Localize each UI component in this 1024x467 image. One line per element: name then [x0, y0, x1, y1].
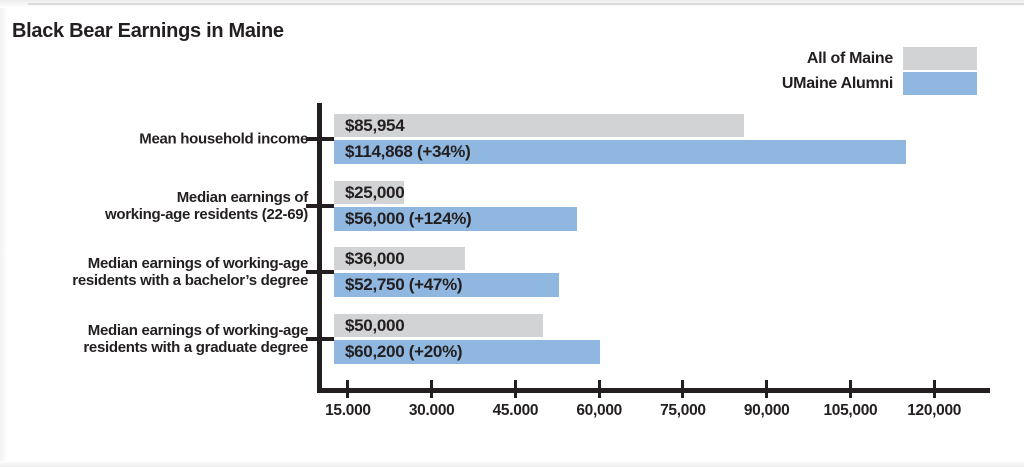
legend-item-umaine-alumni: UMaine Alumni [782, 72, 977, 95]
bar-value-label: $25,000 [345, 183, 405, 202]
bar-umaine-alumni: $60,200 (+20%) [334, 340, 601, 364]
x-axis-tick [765, 380, 769, 398]
legend-swatch-all-of-maine [903, 47, 977, 70]
x-axis-tick-label: 75,000 [660, 402, 706, 419]
y-axis-category-tick [306, 204, 334, 208]
bar-umaine-alumni: $52,750 (+47%) [334, 273, 559, 297]
category-label: Mean household income [139, 130, 308, 148]
legend-label-all-of-maine: All of Maine [806, 49, 893, 67]
x-axis-tick-label: 105,000 [823, 402, 878, 419]
category-label: Median earnings of working-age residents … [83, 322, 308, 356]
x-axis-tick-label: 15.000 [325, 402, 371, 419]
y-axis-category-tick [306, 270, 334, 274]
page-bottom-edge-artifact [0, 461, 1024, 467]
chart-title: Black Bear Earnings in Maine [12, 20, 284, 42]
category-label: Median earnings of working-age residents … [104, 189, 308, 223]
page-top-hairline-artifact [28, 3, 1024, 5]
x-axis-tick-label: 90,000 [743, 402, 790, 419]
bar-value-label: $56,000 (+124%) [345, 209, 472, 228]
bar-value-label: $50,000 [345, 316, 405, 335]
bar-all-of-maine: $50,000 [334, 314, 544, 337]
x-axis-tick [848, 380, 852, 398]
bar-value-label: $114,868 (+34%) [345, 142, 471, 161]
x-axis-tick-label: 30.000 [408, 402, 455, 419]
legend-item-all-of-maine: All of Maine [782, 47, 977, 70]
x-axis-tick-label: 60,000 [576, 402, 622, 419]
y-axis-category-tick [306, 137, 334, 141]
legend: All of Maine UMaine Alumni [782, 47, 977, 97]
x-axis-tick [597, 380, 601, 398]
bar-all-of-maine: $85,954 [334, 114, 745, 137]
x-axis-line [317, 388, 990, 393]
x-axis-tick [513, 380, 517, 398]
y-axis-category-tick [306, 337, 334, 341]
category-label: Median earnings of working-age residents … [72, 255, 308, 289]
bar-umaine-alumni: $56,000 (+124%) [334, 207, 577, 231]
bar-all-of-maine: $36,000 [334, 247, 466, 270]
x-axis-tick-label: 120,000 [907, 402, 962, 419]
y-axis-line [317, 103, 322, 393]
page-left-edge-artifact [0, 8, 7, 467]
x-axis-tick [346, 380, 350, 398]
x-axis-tick-label: 45.000 [492, 402, 539, 419]
bar-all-of-maine: $25,000 [334, 181, 405, 204]
legend-swatch-umaine-alumni [903, 72, 977, 95]
bar-value-label: $85,954 [345, 116, 405, 135]
x-axis-tick [932, 380, 936, 398]
x-axis-tick [681, 380, 685, 398]
bar-umaine-alumni: $114,868 (+34%) [334, 140, 906, 164]
x-axis-tick [430, 380, 434, 398]
bar-value-label: $52,750 (+47%) [345, 275, 463, 294]
bar-value-label: $60,200 (+20%) [345, 342, 463, 361]
bar-value-label: $36,000 [345, 249, 405, 268]
legend-label-umaine-alumni: UMaine Alumni [781, 74, 893, 92]
